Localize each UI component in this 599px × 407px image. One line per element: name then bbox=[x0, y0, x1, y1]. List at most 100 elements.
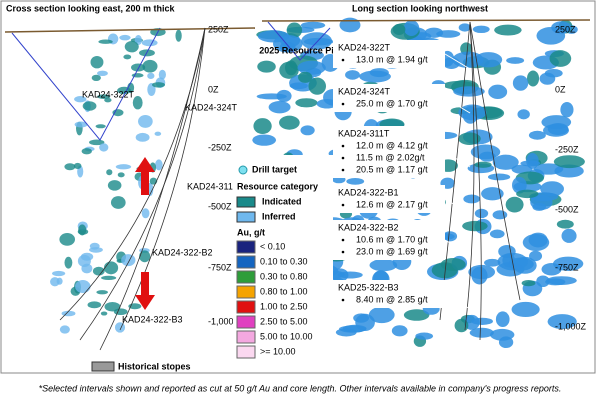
block bbox=[547, 314, 577, 330]
block bbox=[75, 280, 91, 293]
callout-interval: 11.5 m @ 2.02g/t bbox=[356, 152, 425, 162]
block bbox=[474, 208, 489, 219]
block bbox=[132, 96, 143, 110]
block bbox=[458, 23, 472, 32]
block bbox=[490, 328, 515, 341]
legend-swatch bbox=[236, 255, 256, 269]
block bbox=[139, 250, 151, 263]
block bbox=[549, 50, 572, 67]
block bbox=[542, 124, 570, 137]
block bbox=[474, 161, 492, 168]
block bbox=[511, 164, 533, 174]
elevation-label: 250Z bbox=[208, 24, 229, 34]
hole-label: KAD24-322-B3 bbox=[122, 314, 183, 324]
block bbox=[436, 30, 461, 38]
arrow-up bbox=[135, 157, 155, 195]
block bbox=[561, 228, 577, 243]
block bbox=[78, 224, 87, 236]
legend-title: Au, g/t bbox=[237, 227, 265, 237]
block bbox=[89, 139, 105, 146]
block bbox=[392, 23, 406, 36]
block bbox=[117, 172, 125, 178]
block bbox=[403, 309, 430, 321]
leader bbox=[444, 97, 471, 114]
block bbox=[553, 155, 585, 169]
block bbox=[298, 71, 313, 83]
block bbox=[481, 187, 504, 201]
block bbox=[96, 290, 109, 295]
legend-label: < 0.10 bbox=[260, 241, 285, 251]
bullet bbox=[341, 298, 345, 302]
leader bbox=[444, 198, 471, 215]
bullet bbox=[341, 203, 345, 207]
block bbox=[544, 69, 563, 78]
block bbox=[59, 233, 76, 246]
bullet bbox=[341, 102, 345, 106]
block bbox=[516, 189, 539, 199]
block bbox=[155, 159, 163, 171]
legend-swatch bbox=[236, 196, 256, 208]
legend-label: 0.30 to 0.80 bbox=[260, 271, 308, 281]
block bbox=[527, 70, 540, 87]
block bbox=[512, 176, 527, 194]
callout-box bbox=[333, 40, 445, 68]
stope-label: Historical stopes bbox=[118, 361, 191, 371]
block bbox=[74, 96, 87, 103]
callout-interval: 12.0 m @ 4.12 g/t bbox=[356, 140, 428, 150]
pit-label: 2025 Resource Pit bbox=[259, 45, 337, 55]
bullet bbox=[341, 168, 345, 172]
block bbox=[462, 220, 488, 232]
legend-swatch bbox=[236, 211, 256, 223]
panel-title: Cross section looking east, 200 m thick bbox=[6, 3, 176, 13]
block bbox=[308, 77, 327, 95]
legend-swatch bbox=[236, 330, 256, 344]
elevation-label: -750Z bbox=[555, 262, 579, 272]
hole-label: KAD24-322T bbox=[82, 89, 135, 99]
legend-swatch bbox=[236, 285, 256, 299]
callout-interval: 25.0 m @ 1.70 g/t bbox=[356, 98, 428, 108]
legend-label: 0.10 to 0.30 bbox=[260, 256, 308, 266]
callout-interval: 23.0 m @ 1.69 g/t bbox=[356, 246, 428, 256]
block bbox=[442, 231, 458, 242]
elevation-label: 0Z bbox=[208, 84, 219, 94]
block bbox=[511, 301, 540, 318]
bullet bbox=[341, 156, 345, 160]
block bbox=[131, 63, 146, 72]
block bbox=[463, 194, 481, 204]
block bbox=[471, 317, 493, 325]
block bbox=[297, 60, 326, 75]
legend-swatch bbox=[236, 345, 256, 359]
elevation-label: -1,000Z bbox=[555, 321, 587, 331]
footnote: *Selected intervals shown and reported a… bbox=[39, 383, 562, 393]
block bbox=[492, 210, 508, 220]
block bbox=[99, 143, 109, 152]
block bbox=[391, 325, 408, 337]
block bbox=[369, 259, 398, 272]
callout-box bbox=[333, 84, 445, 112]
callout-interval: 10.6 m @ 1.70 g/t bbox=[356, 234, 428, 244]
block bbox=[458, 132, 481, 146]
block bbox=[147, 72, 155, 80]
block bbox=[300, 125, 315, 136]
block bbox=[551, 21, 572, 34]
block bbox=[272, 34, 303, 53]
bullet bbox=[341, 238, 345, 242]
block bbox=[82, 101, 97, 111]
block bbox=[300, 21, 326, 29]
callout-interval: 13.0 m @ 1.94 g/t bbox=[356, 54, 428, 64]
block bbox=[359, 70, 391, 83]
block bbox=[495, 311, 510, 328]
drill-target-icon bbox=[238, 165, 248, 175]
legend-swatch bbox=[236, 315, 256, 329]
block bbox=[505, 196, 524, 213]
leader bbox=[444, 293, 471, 310]
block bbox=[142, 59, 158, 73]
callout-box bbox=[333, 220, 445, 260]
block bbox=[453, 86, 485, 97]
block bbox=[104, 302, 121, 312]
legend-label: 1.00 to 2.50 bbox=[260, 301, 308, 311]
arrow-down bbox=[135, 272, 155, 310]
block bbox=[119, 34, 131, 41]
block bbox=[115, 164, 132, 170]
